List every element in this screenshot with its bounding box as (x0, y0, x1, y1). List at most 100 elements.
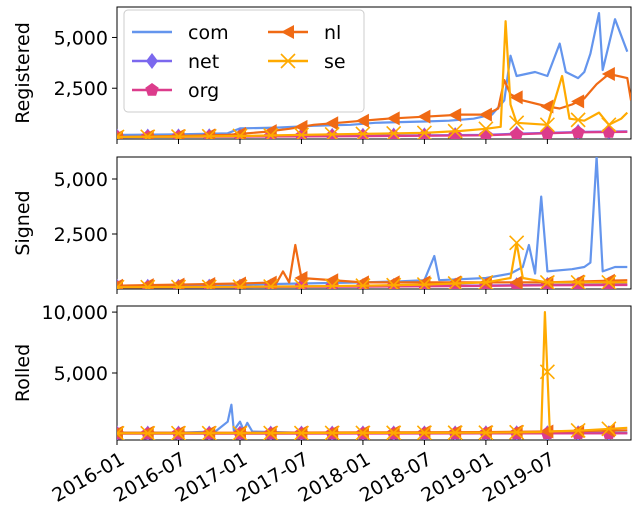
marker-se (447, 123, 463, 139)
marker-se (509, 424, 525, 440)
panel-frame (116, 305, 632, 441)
marker-se (263, 127, 279, 139)
chart-panels: 2,500 5,000 Registered 2,500 5,000 Signed 5,00… (12, 6, 632, 445)
series-line-com (117, 157, 628, 288)
marker-se (117, 425, 125, 440)
marker-org (510, 127, 524, 139)
marker-org (602, 125, 616, 138)
legend-item-net: net (132, 51, 219, 73)
marker-se (570, 274, 586, 289)
plot-area (117, 157, 628, 289)
marker-se (117, 279, 125, 289)
marker-se (117, 129, 125, 139)
marker-org (387, 129, 401, 139)
panel-signed: 2,500 5,000 Signed (12, 156, 632, 294)
marker-nl (448, 107, 462, 122)
marker-org (571, 125, 585, 139)
marker-se (263, 425, 279, 440)
marker-se (478, 121, 494, 137)
legend-label: org (188, 80, 219, 102)
marker-se (539, 364, 555, 380)
marker-nl (509, 275, 523, 289)
marker-se (324, 126, 340, 139)
series-se (117, 235, 628, 289)
legend-label: nl (324, 22, 341, 44)
marker-se (140, 425, 156, 440)
panel-rolled: 5,000 10,000 Rolled (12, 302, 632, 445)
legend-label: com (188, 22, 229, 44)
marker-org (479, 128, 493, 139)
legend-label: net (188, 51, 219, 73)
y-axis-label: Signed (12, 190, 34, 255)
y-tick-label: 5,000 (54, 363, 108, 385)
marker-org (540, 126, 554, 139)
marker-se (601, 421, 617, 437)
legend-box (123, 9, 365, 113)
series-com (117, 157, 628, 288)
marker-se (447, 425, 463, 440)
marker-nl (355, 113, 369, 128)
legend-marker-nl (281, 25, 294, 39)
marker-se (170, 279, 187, 289)
marker-se (232, 279, 248, 289)
marker-se (539, 274, 555, 289)
marker-se (201, 425, 217, 440)
legend-marker-org (145, 83, 159, 96)
marker-se (509, 235, 525, 251)
legend-marker-net (146, 53, 158, 69)
series-com (117, 12, 629, 136)
series-se (117, 20, 629, 139)
panel-frame (116, 6, 632, 140)
marker-se (201, 279, 217, 289)
marker-se (601, 117, 617, 133)
marker-se (140, 279, 156, 289)
chart-legend: com net org nl se (123, 9, 365, 113)
marker-se (478, 425, 494, 440)
legend-item-com: com (132, 22, 229, 44)
marker-nl (478, 107, 492, 122)
series-line-nl (117, 72, 631, 139)
marker-se (539, 117, 555, 133)
marker-se (232, 425, 248, 440)
marker-se (416, 277, 432, 289)
series-se (117, 311, 628, 440)
marker-nl (294, 119, 308, 134)
marker-nl (294, 271, 308, 285)
x-axis-tick-labels: 2016-012016-072017-012017-072018-012018-… (49, 448, 559, 507)
marker-se (416, 425, 432, 440)
marker-se (232, 128, 248, 139)
marker-nl (540, 99, 554, 114)
marker-se (324, 425, 340, 440)
marker-se (263, 279, 279, 289)
panel-frame (116, 156, 632, 290)
y-tick-label: 10,000 (42, 302, 108, 324)
marker-se (293, 425, 310, 440)
y-tick-label: 2,500 (54, 78, 108, 100)
marker-se (355, 126, 371, 139)
plot-area (117, 311, 628, 440)
y-axis-label: Registered (12, 22, 34, 124)
marker-se (509, 115, 525, 131)
marker-se (355, 425, 371, 440)
legend-marker-se (280, 53, 296, 69)
marker-se (140, 129, 156, 139)
y-tick-label: 2,500 (54, 224, 108, 246)
marker-se (386, 277, 402, 289)
legend-item-nl: nl (268, 22, 341, 44)
marker-nl (601, 67, 615, 82)
y-tick-label: 5,000 (54, 169, 108, 191)
marker-se (293, 127, 310, 139)
marker-se (201, 128, 217, 139)
panel-registered: 2,500 5,000 Registered (12, 6, 632, 144)
marker-se (170, 128, 187, 139)
marker-se (570, 112, 586, 128)
y-tick-label: 5,000 (54, 27, 108, 49)
marker-nl (325, 116, 339, 131)
marker-se (601, 274, 617, 289)
legend-item-org: org (132, 80, 219, 102)
marker-se (170, 425, 187, 440)
marker-se (324, 278, 340, 289)
marker-se (416, 125, 432, 139)
y-axis-label: Rolled (12, 344, 34, 402)
